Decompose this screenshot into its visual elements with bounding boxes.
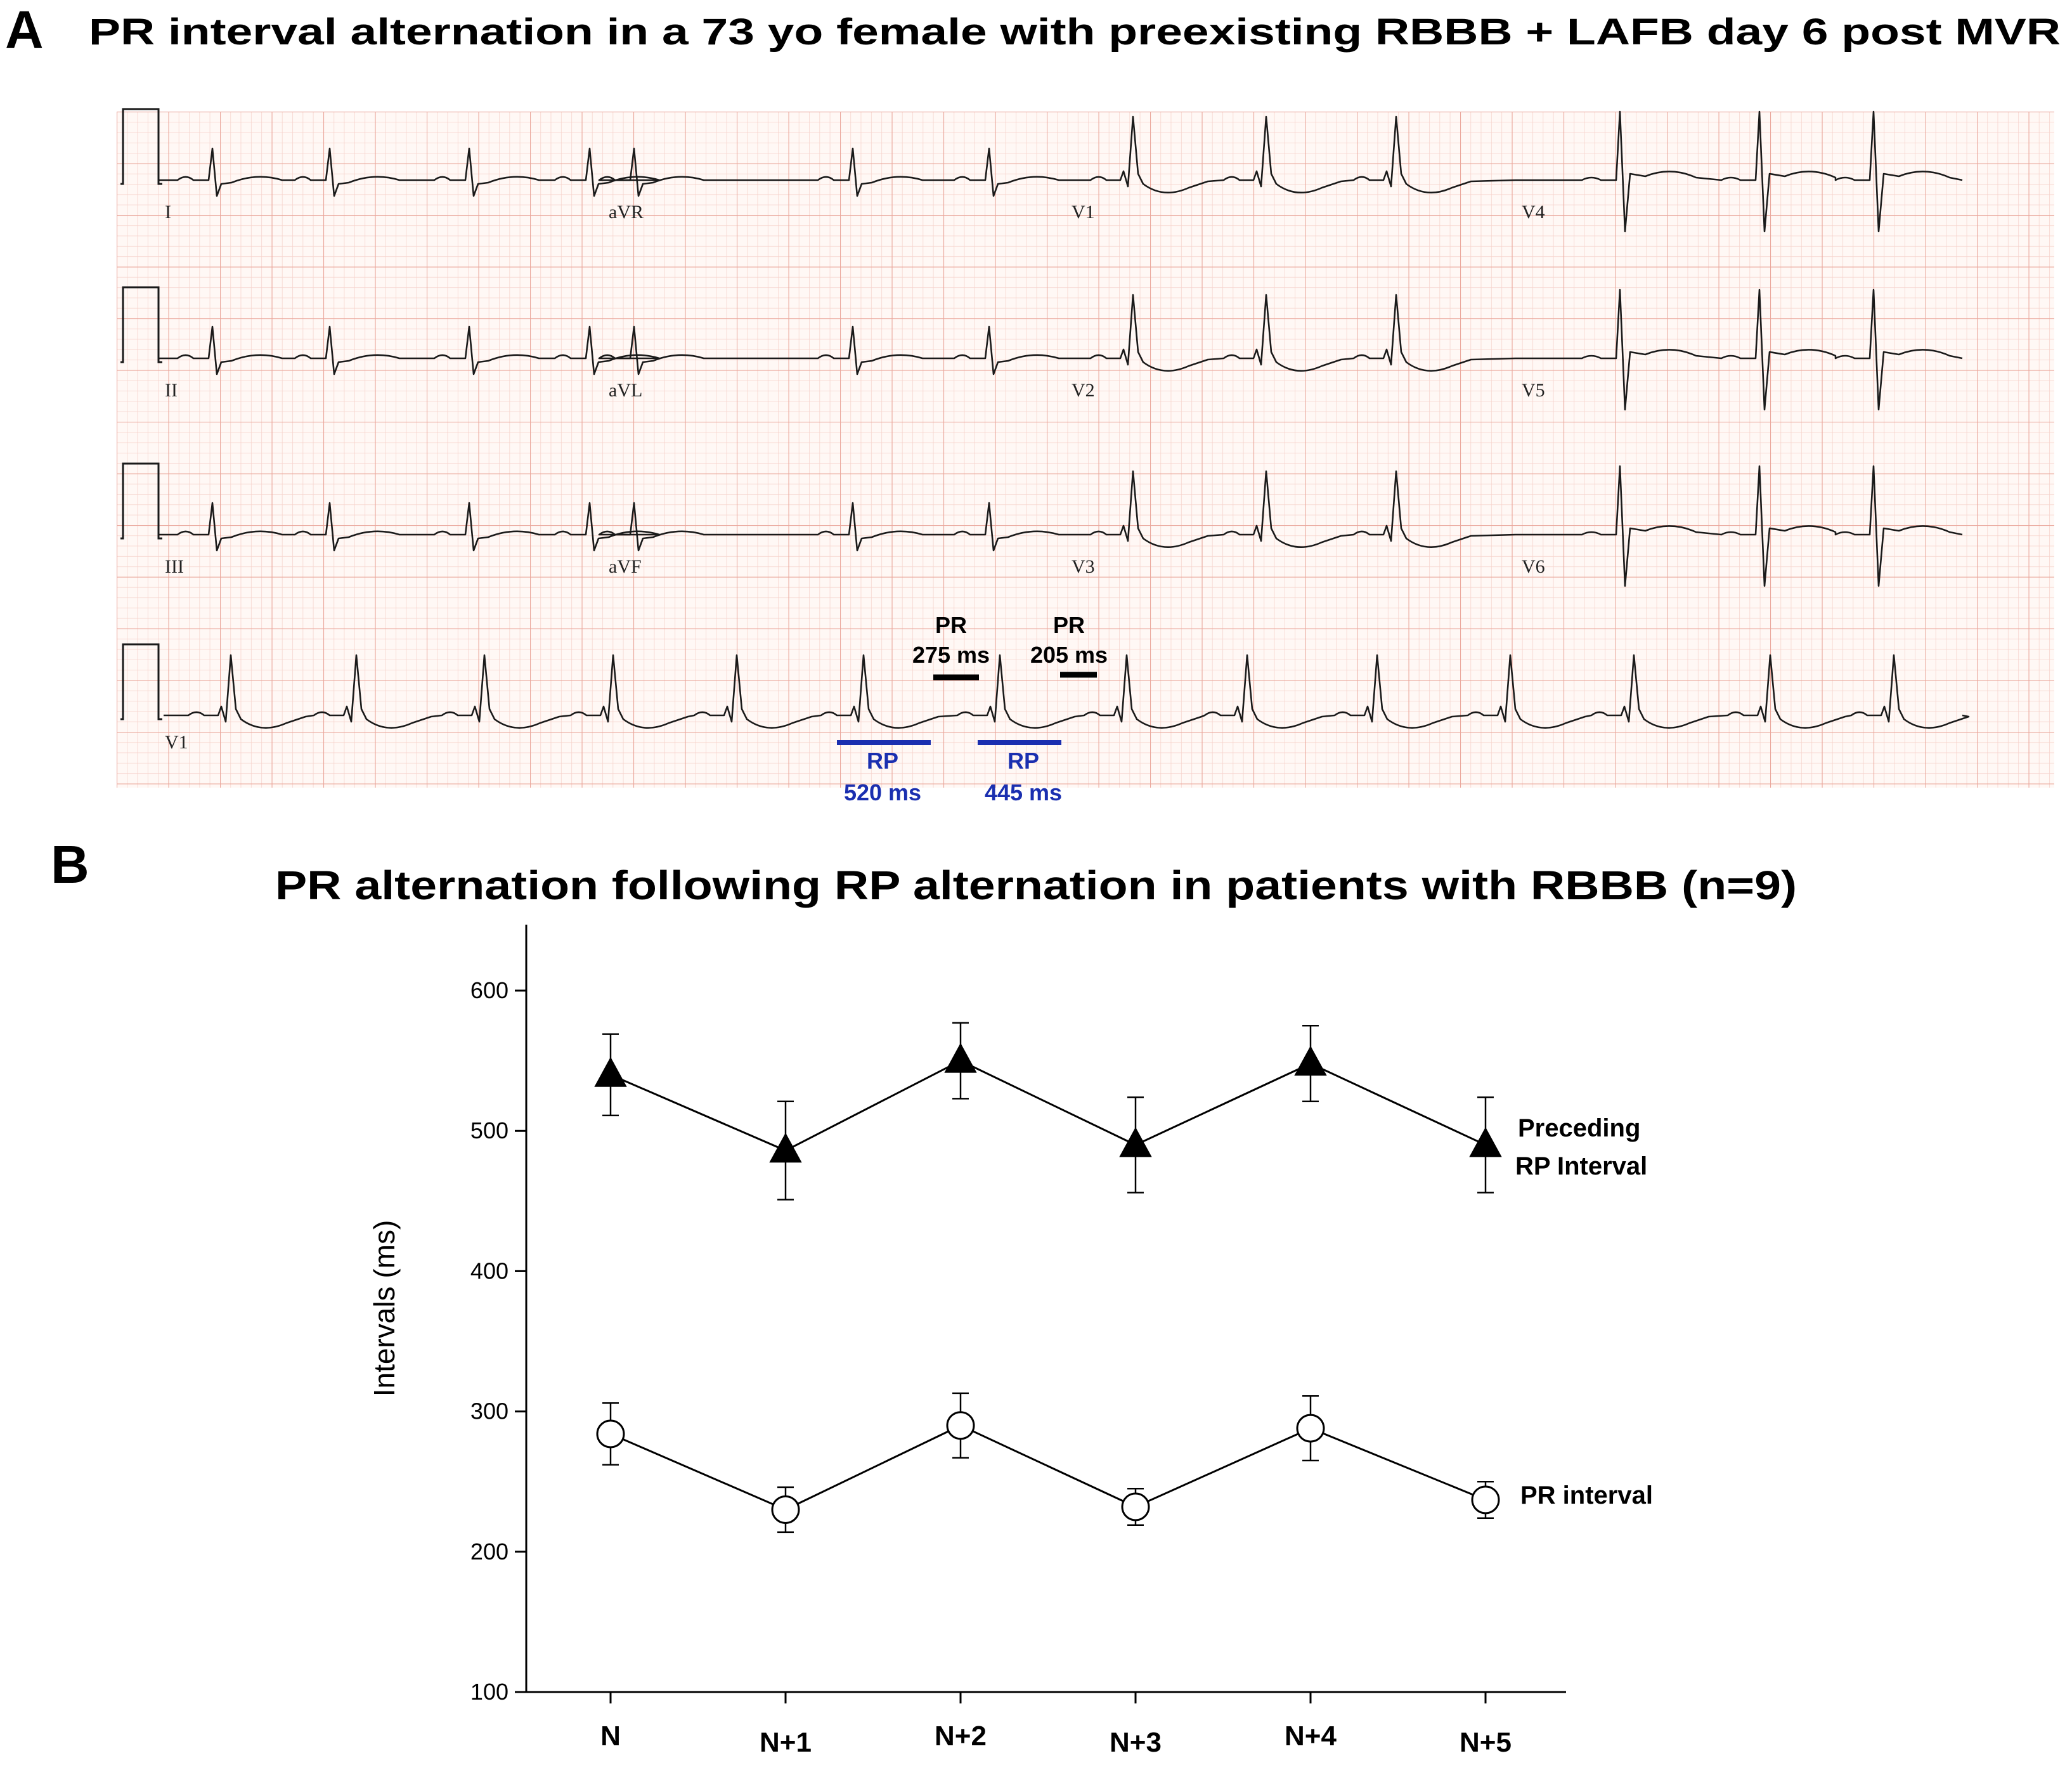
rp1-value: 520 ms: [844, 779, 921, 805]
data-point: [1121, 1492, 1150, 1521]
y-ticks: 100 200 300 400 500 600: [470, 977, 526, 1705]
series-label-rp-line1: Preceding: [1518, 1114, 1640, 1142]
rp-annotation-2: RP 445 ms: [978, 740, 1062, 805]
rp-annotation-1: RP 520 ms: [837, 740, 931, 805]
series-line: [610, 1424, 1486, 1511]
x-tick-label: N+4: [1285, 1721, 1337, 1752]
panel-b-letter: B: [51, 835, 89, 894]
pr1-label: PR: [935, 612, 967, 638]
y-axis-title: Intervals (ms): [368, 1220, 401, 1397]
data-point: [1471, 1485, 1500, 1514]
lead-label: aVL: [609, 380, 642, 401]
y-tick-label: 500: [470, 1117, 508, 1143]
data-point: [1469, 1127, 1502, 1157]
x-tick-label: N+2: [935, 1721, 987, 1752]
x-ticks: N N+1 N+2 N+3 N+4 N+5: [600, 1692, 1512, 1758]
y-axis: 100 200 300 400 500 600: [470, 925, 528, 1705]
rp1-label: RP: [867, 748, 898, 774]
lead-label: aVR: [609, 202, 644, 223]
series-label-rp-line2: RP Interval: [1515, 1152, 1647, 1180]
series-preceding-rp: [594, 1022, 1502, 1201]
data-point: [596, 1419, 625, 1448]
rp2-value: 445 ms: [985, 779, 1062, 805]
data-point: [1294, 1045, 1327, 1076]
data-point: [946, 1411, 975, 1440]
ecg-grid: [117, 112, 2054, 788]
pr1-value: 275 ms: [912, 642, 990, 668]
data-point: [944, 1043, 977, 1073]
pr2-value: 205 ms: [1030, 642, 1108, 668]
y-tick-label: 400: [470, 1258, 508, 1284]
pr-annotation-1: PR 275 ms: [912, 612, 990, 680]
chart-title: PR alternation following RP alternation …: [275, 862, 1797, 908]
data-point: [769, 1133, 802, 1163]
data-point: [594, 1057, 627, 1087]
lead-label: I: [165, 202, 171, 223]
x-tick-label: N+3: [1110, 1727, 1162, 1758]
x-tick-label: N+1: [760, 1727, 812, 1758]
y-tick-label: 100: [470, 1679, 508, 1705]
lead-label: V1: [165, 732, 188, 753]
ecg-traces: [120, 108, 1970, 729]
lead-label: aVF: [609, 556, 642, 577]
data-point: [1296, 1414, 1325, 1443]
lead-label: V5: [1522, 380, 1545, 401]
lead-label: V1: [1072, 202, 1095, 223]
y-tick-label: 200: [470, 1539, 508, 1565]
x-axis: N N+1 N+2 N+3 N+4 N+5: [526, 1691, 1566, 1758]
lead-label: V4: [1522, 202, 1545, 223]
lead-label: V2: [1072, 380, 1095, 401]
series-line: [610, 1059, 1486, 1152]
pr-annotation-2: PR 205 ms: [1030, 612, 1108, 678]
y-tick-label: 300: [470, 1398, 508, 1424]
panel-a-letter: A: [5, 0, 44, 60]
x-tick-label: N+5: [1460, 1727, 1512, 1758]
panel-a-title: PR interval alternation in a 73 yo femal…: [89, 11, 2061, 53]
series-label-pr: PR interval: [1520, 1481, 1653, 1509]
rp2-label: RP: [1007, 748, 1039, 774]
y-tick-label: 600: [470, 977, 508, 1003]
lead-label: III: [165, 556, 184, 577]
lead-label: V3: [1072, 556, 1095, 577]
data-point: [1119, 1127, 1152, 1157]
data-point: [771, 1495, 800, 1524]
lead-label: V6: [1522, 556, 1545, 577]
pr2-label: PR: [1053, 612, 1085, 638]
series-pr-interval: [596, 1392, 1500, 1533]
x-tick-label: N: [600, 1721, 621, 1752]
lead-label: II: [165, 380, 178, 401]
